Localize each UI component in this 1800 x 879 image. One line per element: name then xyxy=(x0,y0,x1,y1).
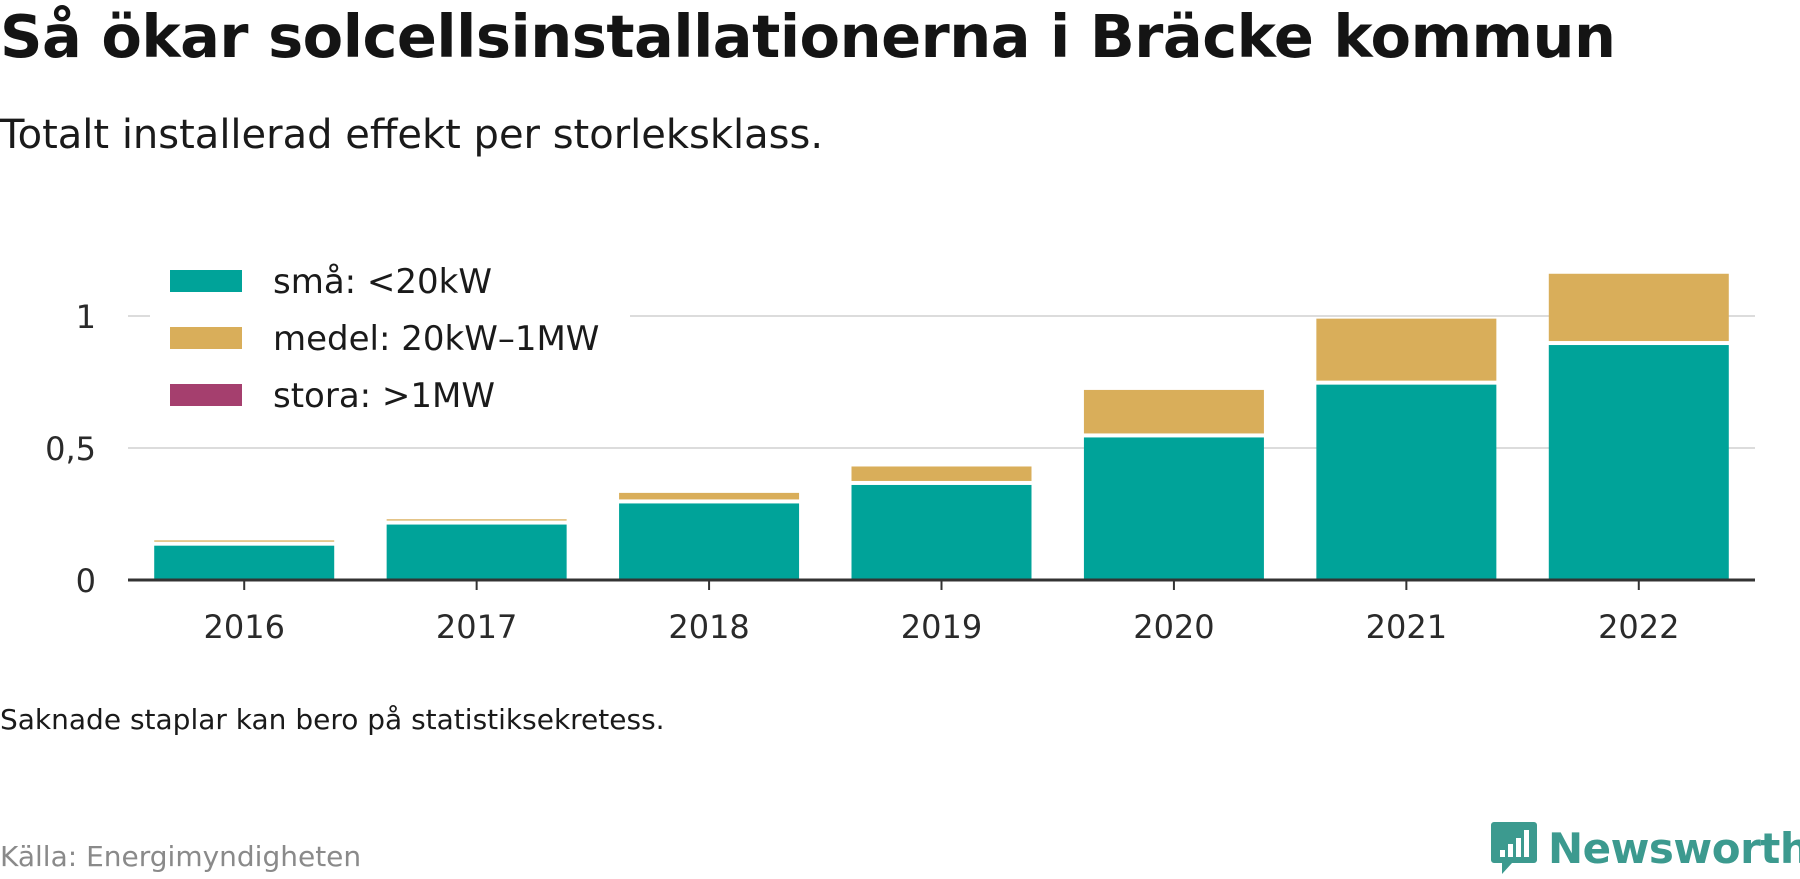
bar-segment xyxy=(1083,437,1264,580)
x-tick-label: 2018 xyxy=(668,608,749,646)
source-credit: Källa: Energimyndigheten xyxy=(0,840,362,873)
legend-label: medel: 20kW–1MW xyxy=(273,319,599,359)
legend-swatch xyxy=(170,384,242,406)
y-tick-label: 0 xyxy=(76,562,96,600)
bar-segment xyxy=(1548,273,1729,342)
bar-segment xyxy=(154,545,335,580)
bar-segment xyxy=(386,519,567,521)
bar-segment xyxy=(386,524,567,580)
bar-segment xyxy=(851,466,1032,481)
y-tick-label: 1 xyxy=(76,298,96,336)
legend-swatch xyxy=(170,270,242,292)
newsworthy-logo-icon xyxy=(1491,822,1537,874)
bar-segment xyxy=(154,540,335,542)
x-tick-label: 2020 xyxy=(1133,608,1214,646)
x-tick-label: 2017 xyxy=(436,608,517,646)
chart-title: Så ökar solcellsinstallationerna i Bräck… xyxy=(0,2,1616,71)
bar-segment xyxy=(851,484,1032,580)
brand-name: Newsworthy xyxy=(1548,823,1800,873)
x-tick-label: 2019 xyxy=(901,608,982,646)
legend-label: stora: >1MW xyxy=(273,376,495,416)
legend-label: små: <20kW xyxy=(273,262,492,302)
bar-segment xyxy=(619,503,800,580)
bar-segment xyxy=(1083,389,1264,434)
x-tick-label: 2021 xyxy=(1366,608,1447,646)
bar-segment xyxy=(1316,384,1497,580)
bar-segment xyxy=(1548,345,1729,580)
x-tick-label: 2022 xyxy=(1598,608,1679,646)
y-tick-label: 0,5 xyxy=(45,430,96,468)
chart-subtitle: Totalt installerad effekt per storlekskl… xyxy=(0,112,824,158)
axes: 0 0,5 1 2016 2017 2018 2019 2020 2021 2022 xyxy=(45,298,1755,646)
bar-segment xyxy=(619,492,800,500)
footnote: Saknade staplar kan bero på statistiksek… xyxy=(0,703,665,736)
bar-segment xyxy=(1316,318,1497,381)
legend: små: <20kW medel: 20kW–1MW stora: >1MW xyxy=(150,248,630,428)
bars xyxy=(154,273,1729,580)
x-tick-label: 2016 xyxy=(203,608,284,646)
newsworthy-logo: Newsworthy xyxy=(1490,820,1800,876)
legend-swatch xyxy=(170,327,242,349)
